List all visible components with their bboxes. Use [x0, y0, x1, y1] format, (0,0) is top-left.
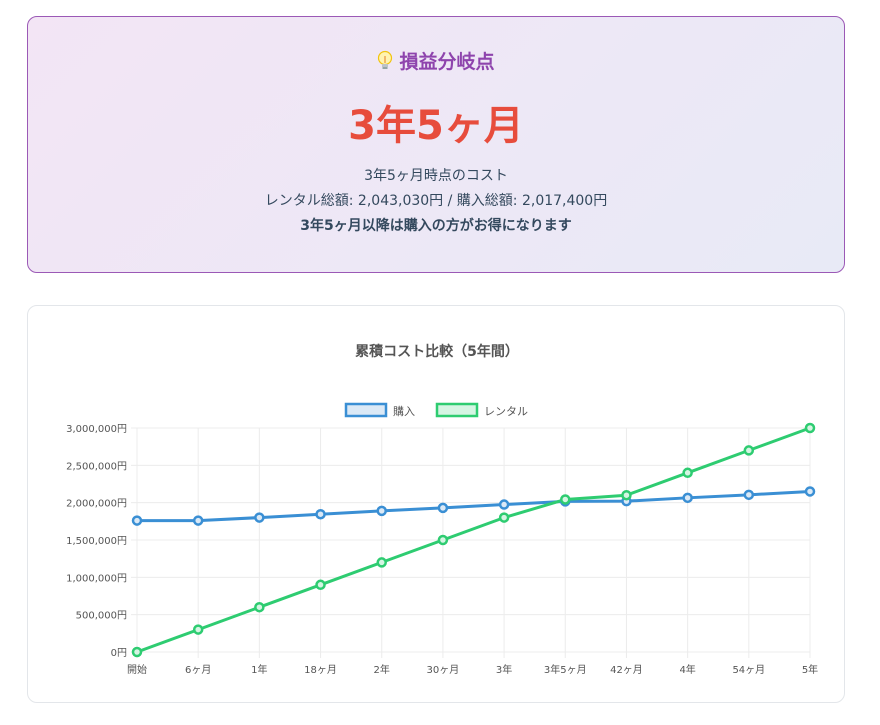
data-point	[315, 508, 326, 520]
data-point	[743, 445, 755, 456]
y-tick-label: 1,500,000円	[66, 536, 127, 547]
break-even-value: 3年5ヶ月	[348, 103, 524, 149]
cumulative-cost-chart: 累積コスト比較（5年間） 購入 レンタル 0円 500,000円 1,000,000円…	[66, 343, 818, 676]
chart-title: 累積コスト比較（5年間）	[355, 343, 519, 360]
chart-legend: 購入 レンタル	[344, 402, 528, 418]
data-point	[498, 499, 510, 510]
y-tick-label: 0円	[111, 648, 127, 659]
series-line	[136, 426, 811, 654]
data-point	[376, 557, 387, 568]
cost-totals: レンタル総額: 2,043,030円 / 購入総額: 2,017,400円	[264, 193, 608, 209]
data-point	[254, 512, 265, 523]
data-point	[804, 422, 816, 434]
data-point	[437, 534, 449, 546]
x-tick-label: 3年5ヶ月	[544, 663, 587, 676]
x-tick-label: 30ヶ月	[427, 664, 460, 676]
data-point	[131, 646, 143, 658]
break-even-conclusion: 3年5ヶ月以降は購入の方がお得になります	[300, 218, 572, 234]
data-point	[315, 579, 326, 591]
cumulative-cost-chart-card: 累積コスト比較（5年間） 購入 レンタル 0円 500,000円 1,000,000円…	[27, 305, 845, 703]
data-point	[376, 505, 387, 517]
x-tick-label: 4年	[679, 663, 695, 676]
x-tick-label: 54ヶ月	[732, 664, 765, 676]
legend-label: レンタル	[484, 405, 528, 418]
legend-swatch	[344, 402, 388, 418]
chart-series	[131, 422, 816, 658]
data-point	[192, 515, 204, 526]
data-point	[498, 512, 510, 523]
x-axis-ticks: 開始 6ヶ月 1年 18ヶ月 2年 30ヶ月 3年 3年5ヶ月 42ヶ月 4年 54ヶ月 5年	[127, 663, 818, 676]
data-point	[743, 489, 755, 501]
y-tick-label: 2,500,000円	[66, 461, 127, 472]
x-tick-label: 1年	[251, 663, 267, 676]
y-tick-label: 1,000,000円	[66, 573, 127, 584]
break-even-title: 損益分岐点	[28, 47, 844, 74]
data-point	[131, 515, 143, 526]
chart-grid	[131, 427, 811, 658]
x-tick-label: 開始	[127, 663, 147, 676]
x-tick-label: 5年	[802, 663, 818, 676]
break-even-title-text: 損益分岐点	[399, 51, 495, 73]
data-point	[254, 601, 265, 613]
x-tick-label: 18ヶ月	[304, 664, 337, 676]
y-tick-label: 3,000,000円	[66, 424, 127, 435]
data-point	[192, 624, 204, 635]
data-point	[682, 467, 693, 479]
data-point	[437, 502, 449, 514]
data-point	[804, 486, 816, 497]
y-tick-label: 500,000円	[76, 611, 127, 622]
y-axis-ticks: 0円 500,000円 1,000,000円 1,500,000円 2,000,000円…	[66, 424, 127, 659]
series-line	[137, 489, 811, 523]
legend-label: 購入	[393, 404, 415, 418]
x-tick-label: 42ヶ月	[610, 664, 643, 676]
x-tick-label: 3年	[496, 663, 512, 676]
x-tick-label: 6ヶ月	[185, 664, 211, 676]
cost-at-label: 3年5ヶ月時点のコスト	[364, 168, 508, 184]
data-point	[682, 492, 693, 504]
legend-swatch	[435, 402, 479, 418]
break-even-card: 損益分岐点 3年5ヶ月 3年5ヶ月時点のコスト レンタル総額: 2,043,03…	[27, 16, 845, 273]
lightbulb-icon	[377, 50, 393, 72]
data-point	[621, 489, 632, 501]
y-tick-label: 2,000,000円	[66, 499, 127, 510]
x-tick-label: 2年	[374, 663, 390, 676]
data-point	[560, 494, 571, 505]
